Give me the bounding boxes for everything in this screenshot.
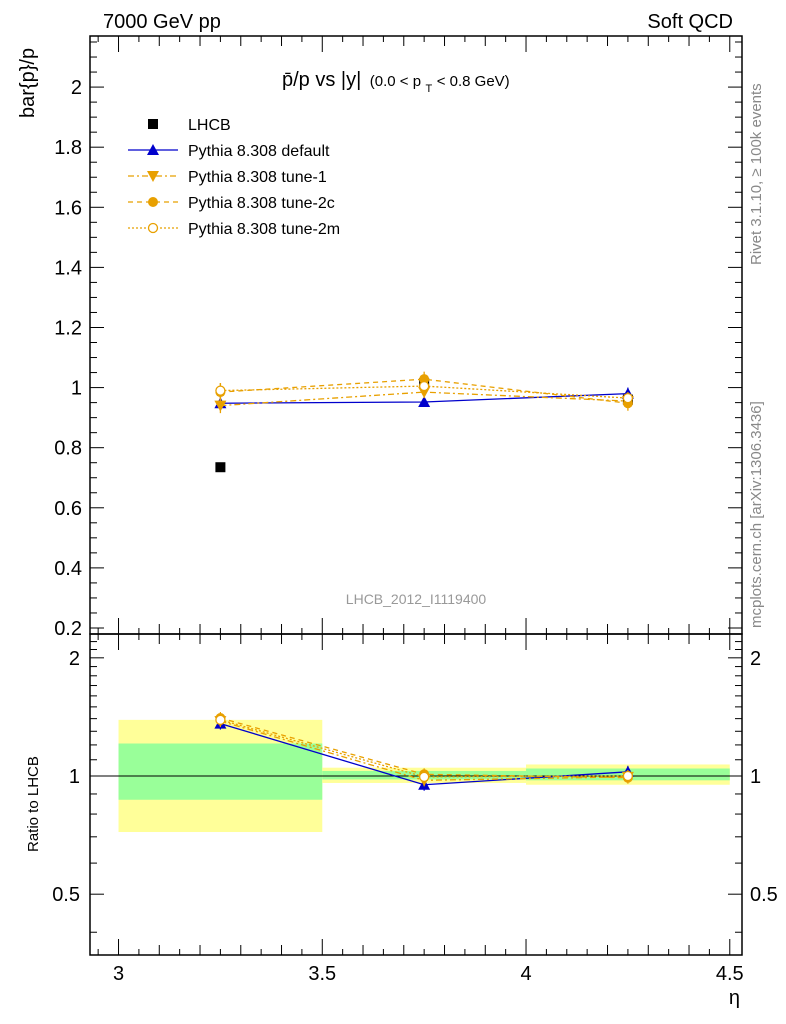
main-y-tick-label: 1.4 [54, 257, 82, 279]
main-y-axis: 0.2 0.4 0.6 0.8 1 1.2 1.4 1.6 1.8 2 [54, 41, 742, 640]
main-y-tick-label: 1 [71, 378, 82, 400]
ratio-y-tick-label-left: 1 [69, 766, 80, 788]
ratio-panel-frame [89, 633, 743, 956]
ratio-data [214, 712, 634, 791]
ratio-y-axis: 0.5 0.5 1 1 2 2 [52, 641, 778, 933]
ratio-y-tick-label-left: 0.5 [52, 884, 80, 906]
main-y-label: bar{p}/p [17, 48, 39, 118]
main-y-tick-label: 0.2 [54, 618, 82, 640]
x-tick-label: 4 [520, 963, 531, 985]
ratio-data-point [215, 714, 226, 726]
band-inner [118, 743, 323, 800]
ratio-y-label: Ratio to LHCB [25, 756, 42, 852]
series-line [220, 391, 628, 407]
ratio-data-point [418, 771, 430, 783]
plot-title: p̄/p vs |y| (0.0 < p T < 0.8 GeV) [282, 69, 510, 96]
main-y-tick-label: 0.6 [54, 498, 82, 520]
main-y-tick-label: 1.8 [54, 137, 82, 159]
source-label: mcplots.cern.ch [arXiv:1306.3436] [748, 401, 765, 628]
data-point [622, 392, 634, 404]
x-tick-label: 3 [113, 963, 124, 985]
data-point [215, 385, 226, 396]
ratio-bands [90, 719, 742, 833]
legend-marker [147, 144, 159, 155]
ratio-y-tick-label-right: 2 [750, 648, 761, 670]
plot-title-sub: (0.0 < p [370, 73, 421, 90]
legend-label: Pythia 8.308 tune-2m [188, 221, 340, 238]
ratio-data-point [622, 770, 634, 782]
legend-marker [148, 197, 158, 207]
ratio-y-tick-label-right: 1 [750, 766, 761, 788]
header-right: Soft QCD [647, 11, 733, 33]
legend-label: Pythia 8.308 tune-2c [188, 195, 335, 212]
data-point [418, 396, 431, 408]
plot-title-sub-suffix: < 0.8 GeV) [437, 73, 510, 90]
rivet-label: Rivet 3.1.10, ≥ 100k events [748, 83, 765, 265]
legend-label: Pythia 8.308 default [188, 143, 330, 160]
legend: LHCB Pythia 8.308 default Pythia 8.308 tun… [128, 117, 340, 238]
legend-marker [147, 171, 159, 182]
ratio-y-tick-label-right: 0.5 [750, 884, 778, 906]
main-y-tick-label: 1.2 [54, 317, 82, 339]
legend-label: Pythia 8.308 tune-1 [188, 169, 327, 186]
x-axis-label: η [729, 987, 740, 1009]
data-point [418, 380, 430, 392]
main-y-tick-label: 0.4 [54, 558, 82, 580]
header-left: 7000 GeV pp [103, 11, 221, 33]
data-point [214, 400, 227, 412]
plot-title-main: p̄/p vs |y| [282, 69, 361, 91]
x-axis: 3 3.5 4 4.5 [97, 36, 744, 985]
main-y-tick-label: 0.8 [54, 438, 82, 460]
legend-marker [147, 222, 159, 234]
main-y-tick-label: 2 [71, 77, 82, 99]
data-point [215, 462, 226, 473]
legend-label: LHCB [188, 117, 231, 134]
legend-marker [148, 119, 158, 129]
main-y-tick-label: 1.6 [54, 197, 82, 219]
ratio-y-tick-label-left: 2 [69, 648, 80, 670]
x-tick-label: 3.5 [308, 963, 336, 985]
plot-title-sub-index: T [426, 83, 433, 95]
x-tick-label: 4.5 [716, 963, 744, 985]
analysis-watermark: LHCB_2012_I1119400 [346, 591, 487, 607]
main-data [214, 371, 634, 473]
